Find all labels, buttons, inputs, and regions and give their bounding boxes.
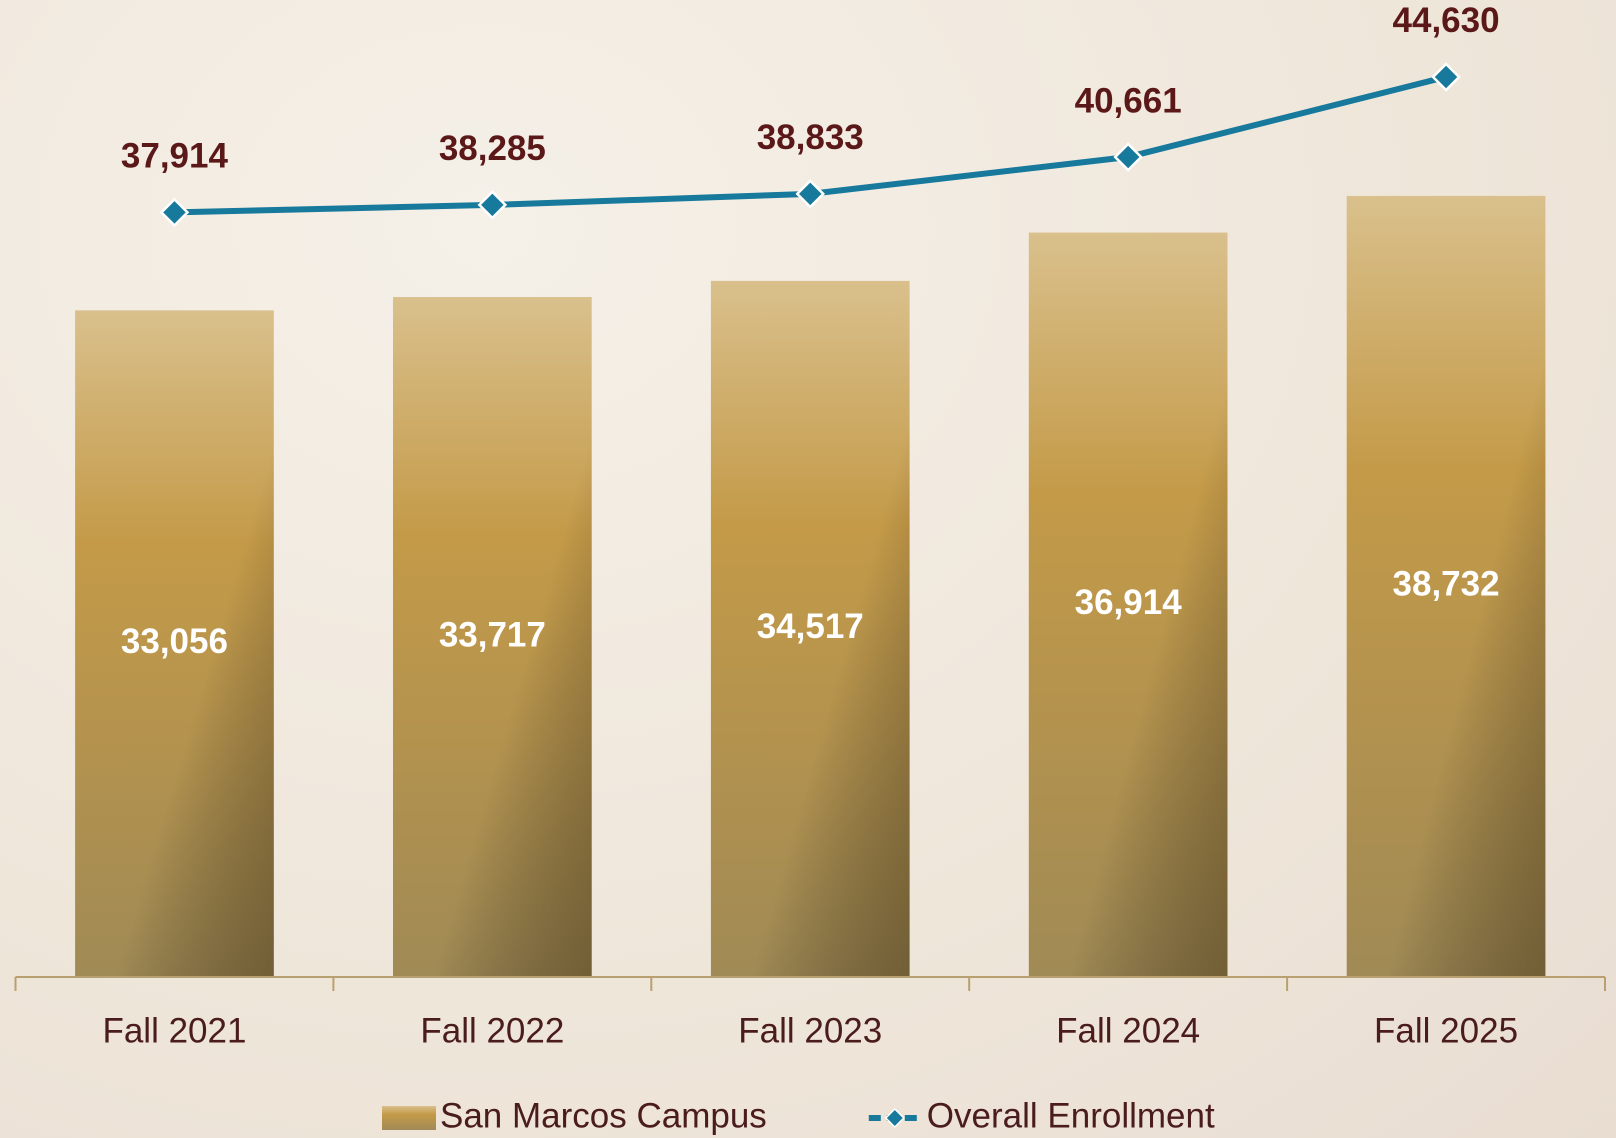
bar-value-label: 33,056 — [121, 622, 228, 661]
line-marker — [1113, 142, 1143, 172]
bar-value-label: 34,517 — [757, 607, 864, 646]
line-marker — [159, 197, 190, 228]
line-value-label: 40,661 — [1075, 81, 1182, 120]
x-tick-label: Fall 2024 — [1056, 1011, 1200, 1050]
bar-value-label: 38,732 — [1393, 565, 1500, 604]
legend-label: Overall Enrollment — [927, 1096, 1215, 1135]
x-tick-label: Fall 2023 — [738, 1011, 882, 1050]
x-tick-label: Fall 2025 — [1374, 1011, 1518, 1050]
line-marker — [795, 179, 826, 209]
legend-label: San Marcos Campus — [440, 1096, 767, 1135]
bar-shade — [1028, 232, 1228, 977]
line-value-label: 44,630 — [1393, 1, 1500, 40]
line-marker — [477, 190, 508, 220]
line-value-label: 37,914 — [121, 137, 229, 176]
x-tick-label: Fall 2021 — [102, 1011, 246, 1050]
legend-swatch — [382, 1106, 436, 1130]
x-tick-label: Fall 2022 — [420, 1011, 564, 1050]
bar-value-label: 36,914 — [1075, 583, 1183, 622]
bar-shade — [75, 310, 274, 977]
bar-shade — [1346, 195, 1546, 977]
bar-shade — [710, 280, 910, 977]
legend-marker — [884, 1107, 905, 1129]
line-value-label: 38,285 — [439, 129, 546, 168]
bar-value-label: 33,717 — [439, 615, 546, 654]
line-value-label: 38,833 — [757, 118, 864, 157]
line-marker — [1431, 62, 1461, 92]
bar-shade — [393, 297, 592, 977]
